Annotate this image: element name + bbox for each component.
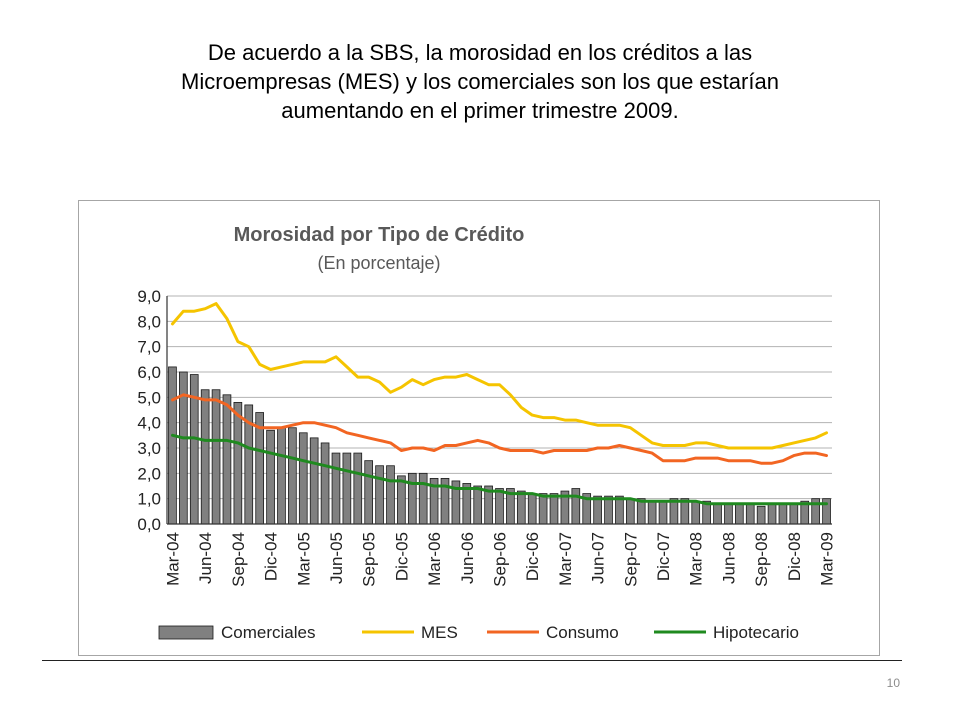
bar-comerciales (407, 472, 417, 525)
axes (166, 296, 832, 525)
x-tick-label: Sep-07 (621, 532, 640, 587)
y-tick-label: 1,0 (137, 490, 161, 509)
x-tick-label: Mar-04 (163, 532, 182, 586)
bar-comerciales (233, 401, 243, 525)
legend-label-mes: MES (421, 623, 458, 642)
bar-comerciales (255, 412, 264, 525)
bar-comerciales (593, 495, 602, 525)
y-tick-label: 5,0 (137, 388, 161, 407)
x-tick-label: Mar-09 (818, 532, 837, 586)
bar-comerciales (625, 498, 635, 525)
x-tick-label: Jun-04 (196, 532, 215, 584)
line-consumo (171, 393, 828, 465)
bar-comerciales (342, 452, 352, 525)
bar-comerciales (647, 500, 657, 525)
bar-comerciales (516, 490, 526, 525)
legend-label-comerciales: Comerciales (221, 623, 315, 642)
slide-title-line-1: De acuerdo a la SBS, la morosidad en los… (207, 40, 753, 65)
legend-label-hipotecario: Hipotecario (713, 623, 799, 642)
bar-comerciales (538, 493, 548, 525)
bar-comerciales (168, 366, 177, 525)
slide-title-line-3: aumentando en el primer trimestre 2009. (281, 98, 679, 123)
bar-comerciales (778, 503, 788, 525)
chart-frame: Morosidad por Tipo de Crédito (En porcen… (78, 200, 880, 656)
x-tick-label: Sep-05 (360, 532, 379, 587)
bar-comerciales (277, 427, 286, 525)
bar-comerciales (571, 488, 581, 525)
bar-comerciales (691, 500, 701, 525)
bar-comerciales (320, 442, 330, 525)
y-tick-label: 6,0 (137, 363, 161, 382)
bars-comerciales (168, 366, 831, 525)
bar-comerciales (266, 429, 275, 525)
y-tick-label: 4,0 (137, 414, 161, 433)
bar-comerciales (745, 503, 755, 525)
bar-comerciales (375, 465, 384, 525)
y-tick-label: 7,0 (137, 338, 161, 357)
page-number: 10 (886, 676, 900, 690)
x-tick-label: Sep-06 (491, 532, 510, 587)
bar-comerciales (309, 437, 319, 525)
x-tick-label: Sep-08 (752, 532, 771, 587)
x-tick-label: Sep-04 (229, 532, 248, 587)
legend-label-consumo: Consumo (546, 623, 619, 642)
chart-subtitle: (En porcentaje) (317, 253, 440, 273)
x-tick-label: Jun-07 (589, 532, 608, 584)
bar-comerciales (495, 488, 504, 525)
y-tick-label: 8,0 (137, 312, 161, 331)
legend-swatch-comerciales (158, 625, 214, 640)
chart-title: Morosidad por Tipo de Crédito (234, 224, 525, 246)
bar-comerciales (527, 493, 537, 525)
bar-comerciales (222, 394, 232, 525)
series-lines (171, 302, 828, 506)
bar-comerciales (418, 472, 428, 525)
x-tick-label: Jun-06 (458, 532, 477, 584)
bar-comerciales (767, 503, 777, 525)
bar-comerciales (331, 452, 341, 525)
bar-comerciales (789, 503, 799, 525)
bar-comerciales (364, 460, 374, 525)
x-tick-label: Mar-07 (556, 532, 575, 586)
y-axis-ticks: 0,0 1,0 2,0 3,0 4,0 5,0 6,0 7,0 8,0 9,0 (137, 287, 161, 534)
x-tick-label: Dic-05 (392, 532, 411, 581)
line-hipotecario (171, 433, 828, 506)
x-tick-label: Jun-08 (719, 532, 738, 584)
bar-comerciales (211, 389, 221, 525)
y-tick-label: 9,0 (137, 287, 161, 306)
y-tick-label: 3,0 (137, 439, 161, 458)
x-tick-label: Dic-07 (654, 532, 673, 581)
x-tick-label: Mar-08 (687, 532, 706, 586)
bar-comerciales (353, 452, 363, 525)
x-tick-label: Dic-06 (523, 532, 542, 581)
x-tick-label: Dic-08 (785, 532, 804, 581)
bar-comerciales (658, 500, 668, 525)
bar-comerciales (604, 495, 613, 525)
bar-comerciales (735, 503, 744, 525)
x-axis-ticks: Mar-04 Jun-04 Sep-04 Dic-04 Mar-05 Jun-05 Sep-… (163, 532, 836, 587)
bar-comerciales (288, 427, 297, 525)
x-tick-label: Mar-05 (294, 532, 313, 586)
bar-comerciales (713, 503, 722, 525)
x-tick-label: Mar-06 (425, 532, 444, 586)
bar-comerciales (615, 495, 624, 525)
bar-comerciales (549, 493, 559, 525)
slide-title: De acuerdo a la SBS, la morosidad en los… (90, 38, 870, 125)
legend: Comerciales MES Consumo Hipotecario (158, 623, 799, 642)
bar-comerciales (756, 505, 766, 525)
slide-title-line-2: Microempresas (MES) y los comerciales so… (181, 69, 779, 94)
bar-comerciales (298, 432, 308, 525)
y-tick-label: 0,0 (137, 515, 161, 534)
bar-comerciales (386, 465, 395, 525)
y-tick-label: 2,0 (137, 464, 161, 483)
bar-comerciales (200, 389, 210, 525)
footer-divider (42, 660, 902, 661)
bar-comerciales (724, 503, 733, 525)
x-tick-label: Jun-05 (327, 532, 346, 584)
bar-comerciales (473, 485, 483, 525)
delinquency-chart: Morosidad por Tipo de Crédito (En porcen… (137, 224, 836, 642)
x-tick-label: Dic-04 (262, 532, 281, 581)
line-mes (171, 302, 828, 450)
